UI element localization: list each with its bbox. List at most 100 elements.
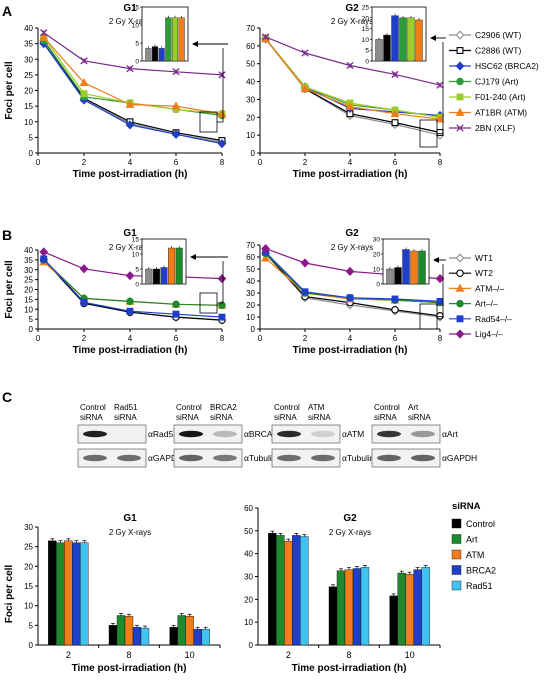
legend-label: WT2 — [475, 268, 493, 278]
legend-item: C2886 (WT) — [449, 46, 521, 56]
x-tick-label: 2 — [286, 650, 291, 660]
data-point — [172, 310, 180, 318]
x-tick-label: 6 — [393, 158, 398, 167]
chart-subtitle: 2 Gy X-rays — [331, 17, 373, 26]
y-tick-label: 0 — [29, 641, 34, 650]
inset-bar — [165, 17, 172, 62]
y-axis-label: Foci per cell — [4, 565, 15, 624]
y-tick-label: 60 — [244, 504, 253, 513]
inset-y-tick-label: 0 — [376, 282, 380, 289]
x-tick-label: 2 — [303, 158, 308, 167]
y-tick-label: 20 — [246, 301, 255, 310]
inset-bar-chart: 0 10 20 30 — [373, 237, 446, 289]
data-point — [79, 77, 89, 87]
y-tick-label: 20 — [24, 87, 33, 96]
y-tick-label: 30 — [246, 289, 255, 298]
x-tick-label: 2 — [82, 334, 87, 343]
blot-strip — [271, 448, 341, 468]
bar-brca2 — [132, 627, 142, 646]
chart-subtitle: 2 Gy X-rays — [109, 17, 151, 26]
antibody-label: αArt — [442, 429, 458, 439]
inset-y-tick-label: 10 — [362, 37, 370, 44]
legend-label: C2886 (WT) — [475, 46, 521, 56]
blot-band — [411, 454, 435, 462]
legend-marker — [455, 253, 465, 263]
blot-strip — [173, 448, 243, 468]
inset-y-tick-label: 10 — [132, 252, 140, 259]
series-2bn — [40, 29, 226, 79]
bar-rad51 — [201, 629, 210, 646]
blot-strip — [371, 448, 441, 468]
x-tick-label: 0 — [36, 334, 41, 343]
legend-label: AT1BR (ATM) — [475, 108, 527, 118]
y-tick-label: 40 — [246, 277, 255, 286]
data-point — [217, 274, 227, 284]
inset-bar — [168, 247, 176, 285]
bracket-line — [217, 261, 224, 304]
legend-item: 2BN (XLF) — [449, 123, 515, 133]
blot-band — [117, 454, 141, 462]
legend-marker — [456, 124, 464, 132]
blot-band — [213, 454, 237, 462]
lane-label: siRNA — [176, 413, 199, 422]
x-tick-label: 2 — [66, 650, 71, 660]
legend-label: Art — [466, 535, 478, 545]
blot-band — [277, 454, 301, 462]
blot-strip — [77, 448, 147, 468]
legend-marker — [456, 47, 464, 54]
data-point — [346, 61, 354, 70]
inset-y-tick-label: 5 — [365, 48, 369, 55]
data-point — [218, 71, 226, 79]
inset-bar-chart: 0 5 10 15 — [132, 5, 228, 66]
bracket-line — [437, 264, 444, 317]
data-point — [261, 244, 270, 254]
antibody-label: αGAPDH — [442, 453, 477, 463]
bar-art — [397, 572, 406, 646]
data-point — [436, 81, 444, 89]
bar-control — [48, 540, 57, 646]
y-tick-label: 70 — [246, 241, 255, 250]
chart-title: G2 — [343, 513, 357, 524]
blot-band — [377, 430, 401, 438]
x-tick-label: 10 — [185, 650, 195, 660]
legend-marker — [455, 329, 465, 339]
data-point — [80, 57, 88, 65]
legend-label: WT1 — [475, 253, 493, 263]
inset-bar — [160, 267, 168, 285]
data-point — [126, 307, 134, 315]
inset-y-tick-label: 15 — [132, 5, 140, 12]
inset-y-tick-label: 0 — [135, 282, 139, 289]
data-point — [125, 120, 135, 130]
legend-item: Rad51 — [451, 580, 493, 591]
y-tick-label: 30 — [24, 55, 33, 64]
legend-item: AT1BR (ATM) — [449, 108, 527, 118]
data-point — [217, 139, 227, 149]
lane-label: Control — [176, 403, 202, 412]
bar-control — [328, 586, 338, 646]
blot-band — [213, 430, 237, 438]
y-tick-label: 10 — [24, 305, 33, 314]
series-at1br — [39, 32, 227, 118]
y-tick-label: 5 — [29, 315, 34, 324]
inset-y-tick-label: 5 — [135, 41, 139, 48]
inset-y-tick-label: 0 — [135, 59, 139, 66]
data-point — [80, 298, 88, 306]
antibody-label: αATM — [342, 429, 364, 439]
chart-subtitle: 2 Gy X-rays — [109, 528, 151, 537]
legend-label: F01-240 (Art) — [475, 92, 526, 102]
legend-item: Art–/– — [449, 299, 498, 309]
series-hsc62 — [39, 39, 227, 149]
inset-y-tick-label: 10 — [373, 267, 381, 274]
y-tick-label: 20 — [244, 595, 253, 604]
y-tick-label: 0 — [249, 641, 254, 650]
x-tick-label: 8 — [438, 158, 443, 167]
blot-band — [311, 430, 335, 438]
series-art — [39, 256, 226, 310]
inset-bar — [375, 39, 383, 62]
legend-label: Lig4–/– — [475, 329, 503, 339]
y-tick-label: 35 — [24, 40, 33, 49]
y-tick-label: 10 — [246, 131, 255, 140]
